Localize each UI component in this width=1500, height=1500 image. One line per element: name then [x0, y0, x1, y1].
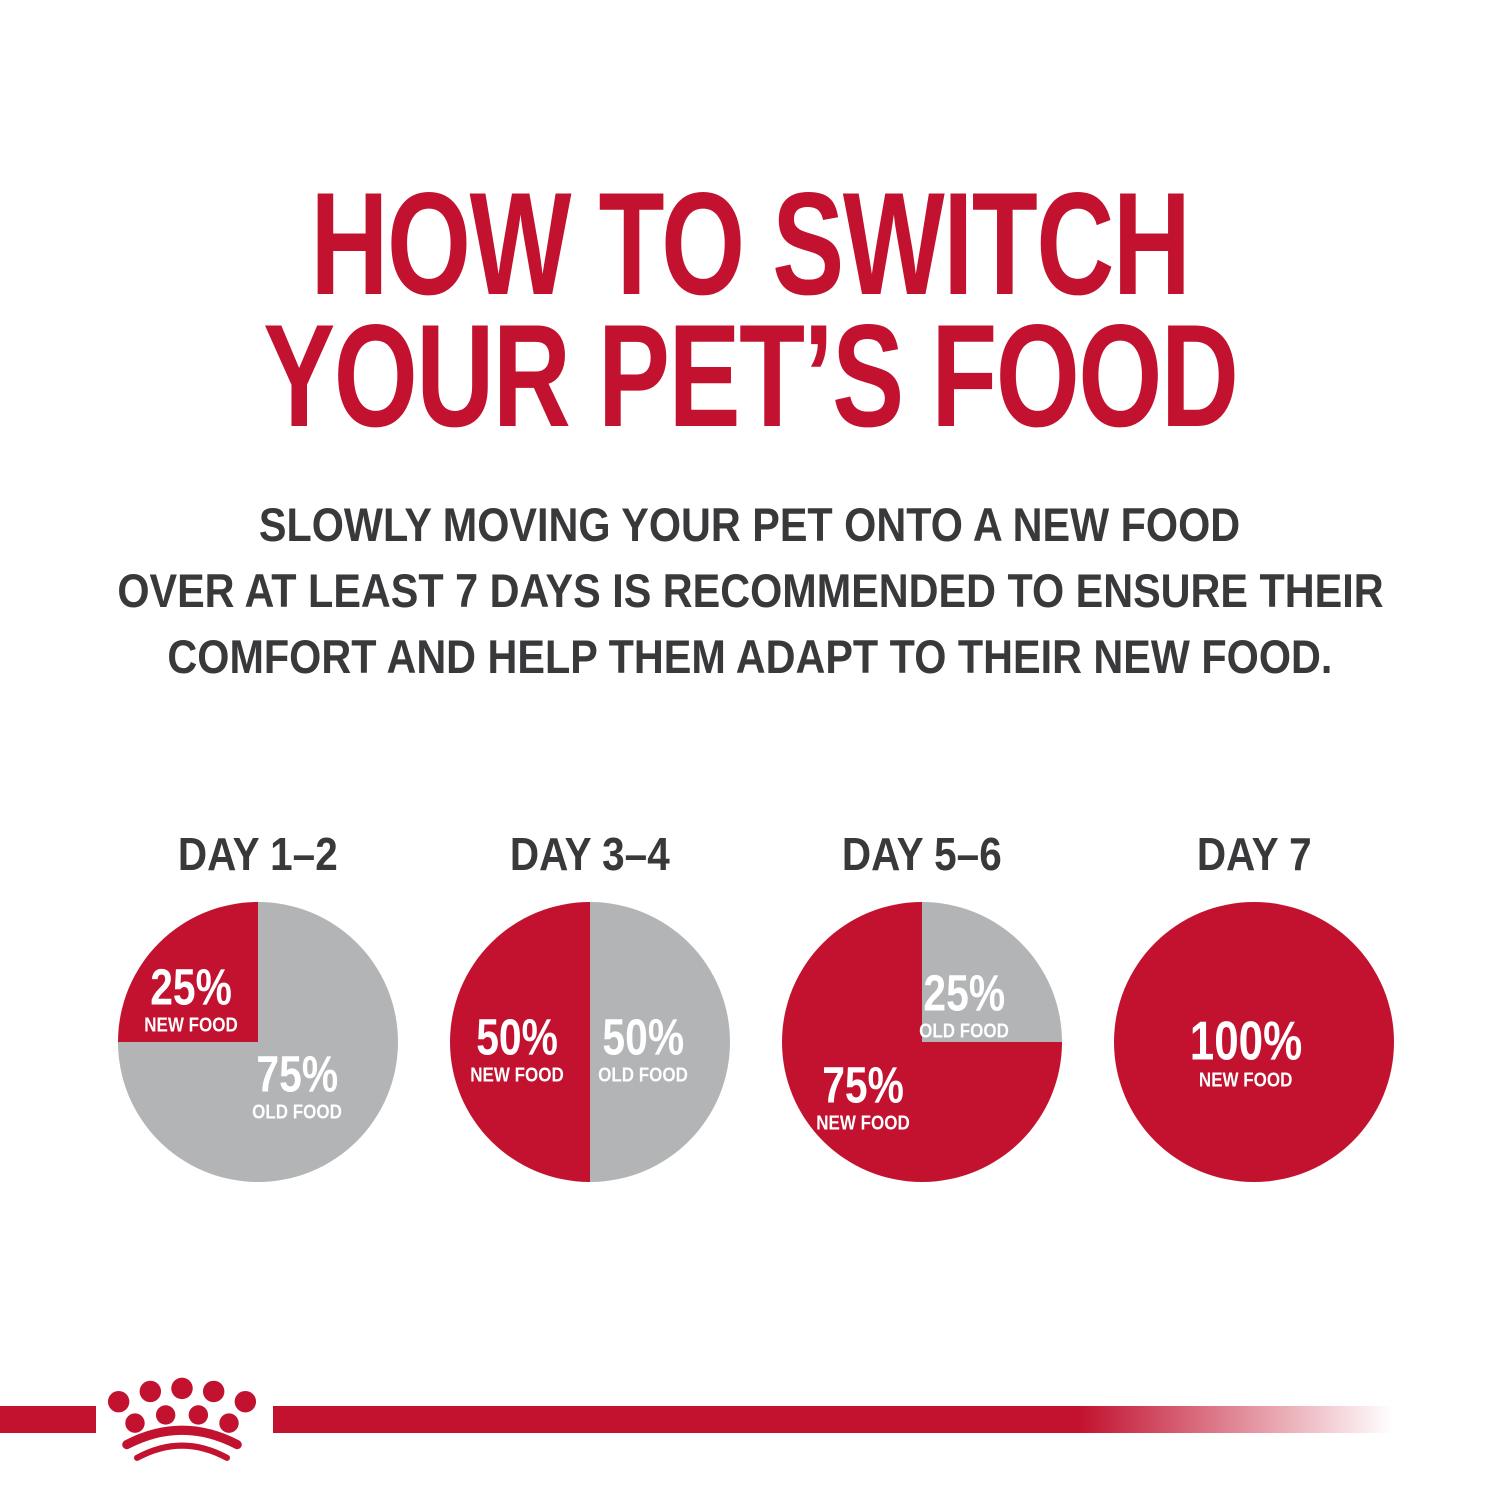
day-5-6-new-food-pct: 75% — [822, 1056, 905, 1114]
subtitle: SLOWLY MOVING YOUR PET ONTO A NEW FOOD O… — [0, 492, 1500, 690]
day-5-6-old-food-pct: 25% — [923, 964, 1005, 1022]
day-3-4-old-food-slice-label: 50% OLD FOOD — [590, 1008, 696, 1087]
day-3-4-new-food-pct: 50% — [476, 1008, 559, 1066]
day-5-6-column: DAY 5–6 25% OLD FOOD 75% NEW FOOD — [782, 826, 1062, 1182]
brand-stripe-right — [273, 1406, 1393, 1433]
day-5-6-new-food-name: NEW FOOD — [816, 1112, 910, 1135]
subtitle-line-1: SLOWLY MOVING YOUR PET ONTO A NEW FOOD — [0, 492, 1500, 558]
subtitle-line-3: COMFORT AND HELP THEM ADAPT TO THEIR NEW… — [0, 624, 1500, 690]
title-line-2: YOUR PET’S FOOD — [0, 294, 1500, 457]
title-line-1-text: HOW TO SWITCH — [310, 162, 1190, 325]
pie-chart-day-3-4: 50% NEW FOOD 50% OLD FOOD — [450, 902, 730, 1182]
day-7-new-food-pct: 100% — [1189, 1009, 1302, 1072]
day-5-6-label-text: DAY 5–6 — [842, 828, 1002, 880]
day-5-6-label: DAY 5–6 — [782, 826, 1062, 902]
title-line-2-text: YOUR PET’S FOOD — [262, 294, 1239, 457]
day-5-6-old-food-slice-label: 25% OLD FOOD — [911, 964, 1017, 1043]
royal-canin-crown-icon — [107, 1377, 257, 1461]
pie-chart-day-7: 100% NEW FOOD — [1114, 902, 1394, 1182]
day-7-column: DAY 7 100% NEW FOOD — [1114, 826, 1394, 1182]
day-3-4-old-food-name: OLD FOOD — [598, 1064, 689, 1087]
transition-pie-row: DAY 1–2 25% NEW FOOD 75% OLD FOOD DAY 3–… — [118, 826, 1394, 1182]
subtitle-line-1-text: SLOWLY MOVING YOUR PET ONTO A NEW FOOD — [259, 498, 1241, 551]
day-1-2-old-food-slice-label: 75% OLD FOOD — [244, 1045, 350, 1124]
day-1-2-new-food-name: NEW FOOD — [144, 1014, 238, 1037]
day-1-2-old-food-pct: 75% — [256, 1045, 339, 1103]
day-1-2-old-food-name: OLD FOOD — [252, 1101, 343, 1124]
brand-stripe-left — [0, 1406, 96, 1433]
pie-chart-day-5-6: 25% OLD FOOD 75% NEW FOOD — [782, 902, 1062, 1182]
day-3-4-old-food-pct: 50% — [602, 1008, 685, 1066]
title-line-1: HOW TO SWITCH — [0, 162, 1500, 325]
day-7-new-food-slice-label: 100% NEW FOOD — [1175, 1009, 1316, 1092]
day-7-label: DAY 7 — [1114, 826, 1394, 902]
day-1-2-label-text: DAY 1–2 — [178, 828, 338, 880]
day-5-6-new-food-slice-label: 75% NEW FOOD — [808, 1056, 918, 1135]
day-1-2-new-food-slice-label: 25% NEW FOOD — [136, 958, 246, 1037]
day-3-4-new-food-slice-label: 50% NEW FOOD — [462, 1008, 572, 1087]
pie-chart-day-1-2: 25% NEW FOOD 75% OLD FOOD — [118, 902, 398, 1182]
day-1-2-column: DAY 1–2 25% NEW FOOD 75% OLD FOOD — [118, 826, 398, 1182]
subtitle-line-2-text: OVER AT LEAST 7 DAYS IS RECOMMENDED TO E… — [116, 564, 1384, 617]
day-5-6-old-food-name: OLD FOOD — [919, 1020, 1009, 1043]
day-7-label-text: DAY 7 — [1196, 828, 1312, 880]
subtitle-line-3-text: COMFORT AND HELP THEM ADAPT TO THEIR NEW… — [167, 630, 1333, 683]
day-3-4-label: DAY 3–4 — [450, 826, 730, 902]
day-1-2-label: DAY 1–2 — [118, 826, 398, 902]
day-3-4-new-food-name: NEW FOOD — [470, 1064, 564, 1087]
subtitle-line-2: OVER AT LEAST 7 DAYS IS RECOMMENDED TO E… — [0, 558, 1500, 624]
day-3-4-column: DAY 3–4 50% NEW FOOD 50% OLD FOOD — [450, 826, 730, 1182]
day-1-2-new-food-pct: 25% — [149, 958, 232, 1016]
day-7-new-food-name: NEW FOOD — [1198, 1069, 1293, 1092]
day-3-4-label-text: DAY 3–4 — [510, 828, 670, 880]
page-title: HOW TO SWITCH YOUR PET’S FOOD — [0, 162, 1500, 457]
